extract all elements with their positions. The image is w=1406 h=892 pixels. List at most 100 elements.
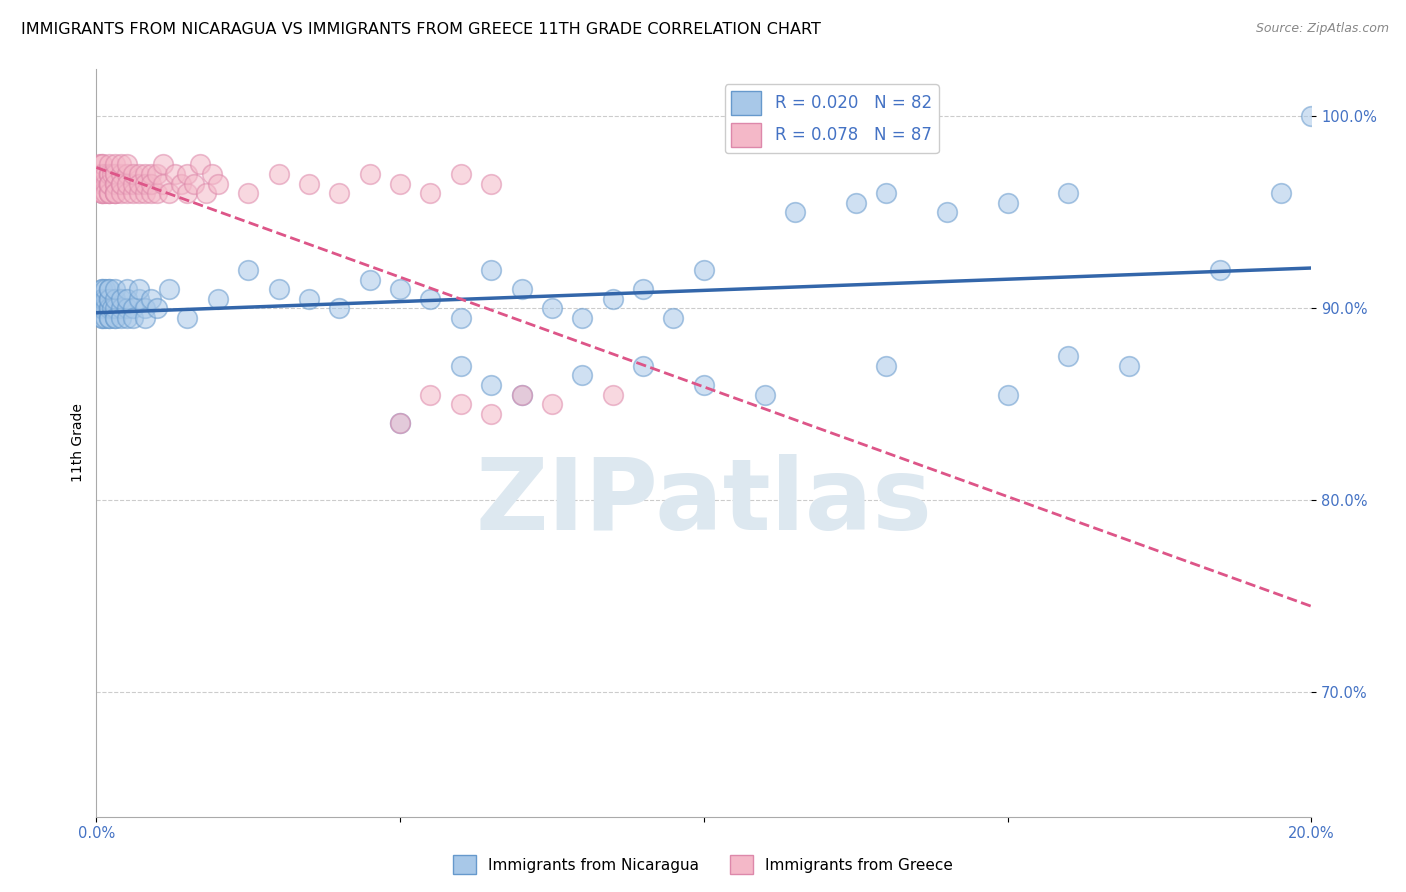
Point [267, 167, 290, 181]
Point [128, 167, 150, 181]
Point [267, 282, 290, 296]
Point [121, 310, 143, 325]
Point [89, 301, 111, 316]
Point [176, 310, 198, 325]
Point [97, 177, 120, 191]
Point [571, 368, 593, 383]
Point [479, 378, 502, 392]
Point [121, 301, 143, 316]
Point [450, 397, 472, 411]
Point [419, 186, 441, 201]
Legend: Immigrants from Nicaragua, Immigrants from Greece: Immigrants from Nicaragua, Immigrants fr… [447, 849, 959, 880]
Point [97, 177, 120, 191]
Point [103, 167, 125, 181]
Point [91, 186, 114, 201]
Point [115, 310, 138, 325]
Point [128, 177, 150, 191]
Point [146, 301, 169, 316]
Point [97, 292, 120, 306]
Point [479, 263, 502, 277]
Point [1270, 186, 1292, 201]
Point [94, 292, 117, 306]
Point [97, 186, 120, 201]
Point [110, 301, 132, 316]
Point [94, 167, 117, 181]
Point [389, 417, 412, 431]
Point [1301, 110, 1323, 124]
Point [419, 292, 441, 306]
Point [103, 282, 125, 296]
Text: Source: ZipAtlas.com: Source: ZipAtlas.com [1256, 22, 1389, 36]
Point [94, 282, 117, 296]
Point [997, 387, 1019, 401]
Point [1057, 349, 1080, 363]
Point [783, 205, 806, 219]
Point [97, 167, 120, 181]
Point [97, 301, 120, 316]
Point [183, 177, 205, 191]
Point [103, 186, 125, 201]
Point [935, 205, 957, 219]
Point [128, 292, 150, 306]
Point [91, 282, 114, 296]
Y-axis label: 11th Grade: 11th Grade [72, 403, 86, 482]
Point [97, 292, 120, 306]
Point [128, 282, 150, 296]
Point [97, 282, 120, 296]
Point [97, 177, 120, 191]
Point [115, 186, 138, 201]
Point [128, 186, 150, 201]
Point [510, 387, 533, 401]
Point [450, 359, 472, 373]
Point [631, 359, 654, 373]
Point [194, 186, 217, 201]
Point [139, 186, 162, 201]
Point [754, 387, 776, 401]
Point [170, 177, 193, 191]
Point [176, 186, 198, 201]
Point [115, 177, 138, 191]
Point [89, 157, 111, 171]
Point [91, 167, 114, 181]
Point [91, 157, 114, 171]
Point [110, 177, 132, 191]
Point [103, 310, 125, 325]
Point [115, 292, 138, 306]
Point [541, 397, 564, 411]
Point [115, 157, 138, 171]
Point [89, 167, 111, 181]
Point [97, 177, 120, 191]
Point [94, 177, 117, 191]
Point [91, 292, 114, 306]
Point [103, 310, 125, 325]
Point [359, 167, 381, 181]
Point [134, 186, 156, 201]
Point [110, 310, 132, 325]
Point [238, 263, 260, 277]
Point [389, 417, 412, 431]
Point [97, 186, 120, 201]
Point [94, 186, 117, 201]
Point [103, 177, 125, 191]
Point [97, 167, 120, 181]
Point [238, 186, 260, 201]
Point [157, 186, 180, 201]
Point [479, 407, 502, 421]
Point [121, 167, 143, 181]
Point [110, 186, 132, 201]
Point [110, 292, 132, 306]
Point [91, 157, 114, 171]
Point [91, 177, 114, 191]
Point [103, 186, 125, 201]
Point [693, 378, 716, 392]
Point [165, 167, 187, 181]
Point [103, 292, 125, 306]
Point [121, 186, 143, 201]
Point [134, 310, 156, 325]
Point [121, 177, 143, 191]
Point [479, 177, 502, 191]
Point [845, 195, 868, 210]
Point [359, 272, 381, 286]
Point [115, 167, 138, 181]
Point [94, 301, 117, 316]
